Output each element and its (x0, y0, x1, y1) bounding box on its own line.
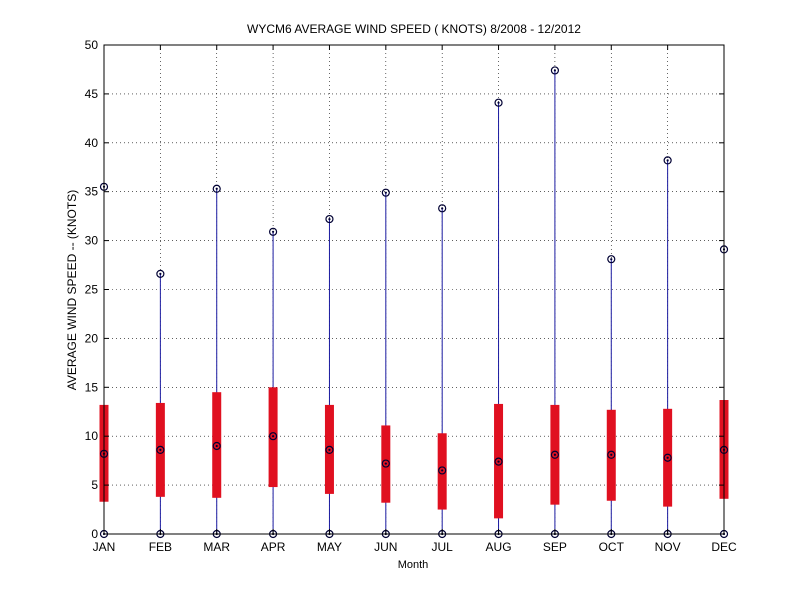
x-tick-label: NOV (655, 540, 681, 554)
y-tick-label: 45 (85, 87, 99, 101)
x-tick-label: JUL (432, 540, 454, 554)
x-tick-label: JAN (93, 540, 116, 554)
y-tick-label: 20 (85, 331, 99, 345)
y-tick-label: 10 (85, 429, 99, 443)
x-tick-label: MAY (317, 540, 342, 554)
y-tick-label: 0 (91, 527, 98, 541)
median-marker (663, 453, 672, 462)
x-tick-label: APR (261, 540, 286, 554)
y-tick-label: 15 (85, 380, 99, 394)
x-tick-label: AUG (486, 540, 512, 554)
max-marker-dot (384, 191, 387, 194)
max-marker-dot (159, 272, 162, 275)
median-marker (268, 432, 278, 441)
max-marker (268, 227, 278, 236)
y-axis-label: AVERAGE WIND SPEED -- (KNOTS) (65, 190, 79, 390)
x-tick-label: DEC (711, 540, 737, 554)
max-marker (156, 269, 165, 278)
x-axis-label: Month (398, 559, 429, 571)
max-marker (494, 98, 503, 107)
median-marker (212, 441, 221, 451)
chart-title: WYCM6 AVERAGE WIND SPEED ( KNOTS) 8/2008… (247, 22, 581, 36)
median-marker (438, 466, 447, 475)
max-marker (438, 204, 447, 213)
x-tick-label: JUN (374, 540, 397, 554)
max-marker (550, 66, 560, 75)
max-marker (607, 255, 616, 264)
median-marker-dot (271, 435, 275, 438)
y-tick-label: 35 (85, 185, 99, 199)
y-tick-label: 50 (85, 38, 99, 52)
y-tick-label: 25 (85, 283, 99, 297)
box-jul (437, 204, 447, 539)
median-marker-dot (384, 462, 387, 465)
x-tick-label: SEP (543, 540, 567, 554)
x-tick-label: MAR (203, 540, 230, 554)
x-tick-label: FEB (149, 540, 172, 554)
median-marker-dot (159, 448, 162, 451)
median-marker-dot (441, 469, 444, 472)
max-marker-dot (610, 258, 613, 261)
median-marker-dot (215, 444, 218, 448)
axes: 0 5 10 15 20 25 30 35 40 45 50 JAN FEB MAR APR MAY JUN JU… (85, 38, 737, 554)
max-marker (663, 156, 672, 165)
median-marker (607, 450, 616, 459)
max-marker (212, 184, 221, 193)
median-marker-dot (553, 453, 557, 456)
y-tick-label: 5 (91, 478, 98, 492)
max-marker (381, 188, 390, 197)
max-marker-dot (215, 187, 218, 190)
median-marker-dot (497, 460, 500, 463)
max-marker-dot (553, 69, 557, 72)
median-marker-dot (610, 453, 613, 456)
x-tick-label: OCT (599, 540, 625, 554)
median-marker-dot (666, 456, 669, 459)
max-marker-dot (666, 159, 669, 162)
y-tick-label: 40 (85, 136, 99, 150)
median-marker (325, 445, 334, 454)
max-marker-dot (497, 101, 500, 104)
max-marker (325, 214, 334, 224)
box-sep (550, 66, 560, 539)
max-marker-dot (328, 217, 331, 221)
max-marker-dot (441, 207, 444, 210)
box-nov (663, 156, 673, 539)
max-marker-dot (271, 230, 275, 233)
median-marker (550, 450, 560, 459)
median-marker (494, 457, 503, 466)
median-marker (156, 445, 165, 454)
y-tick-label: 30 (85, 234, 99, 248)
median-marker-dot (328, 448, 331, 451)
median-marker (381, 459, 390, 468)
